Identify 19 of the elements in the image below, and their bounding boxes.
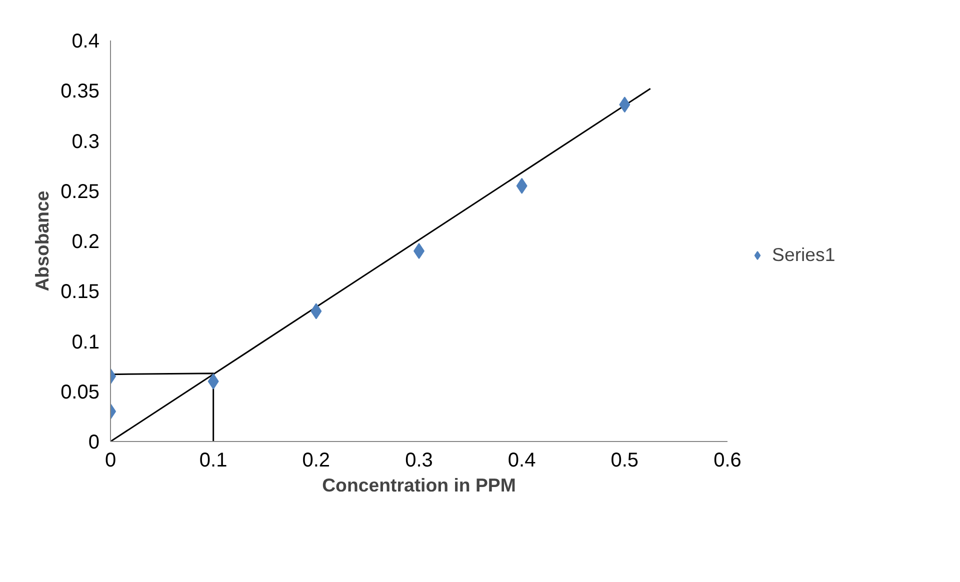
y-tick-label: 0.3: [72, 130, 100, 153]
x-tick-label: 0.6: [714, 450, 742, 472]
x-tick-label: 0: [104, 450, 116, 472]
x-axis-title: Concentration in PPM: [322, 474, 516, 496]
y-tick-label: 0: [88, 432, 100, 454]
x-tick-label: 0.1: [199, 450, 228, 472]
y-tick-label: 0.05: [60, 381, 100, 404]
y-tick-label: 0.35: [60, 80, 100, 103]
x-tick-label: 0.2: [302, 450, 330, 472]
y-tick-label: 0.15: [60, 281, 100, 304]
legend-label: Series1: [772, 244, 836, 266]
y-tick-label: 0.2: [72, 231, 100, 253]
y-tick-label: 0.4: [72, 30, 100, 52]
x-tick-label: 0.5: [610, 450, 639, 472]
y-tick-label: 0.1: [72, 331, 100, 354]
y-tick-label: 0.25: [60, 180, 100, 203]
y-axis-title: Absobance: [32, 190, 53, 292]
x-tick-label: 0.4: [508, 450, 536, 472]
x-tick-label: 0.3: [405, 450, 433, 472]
